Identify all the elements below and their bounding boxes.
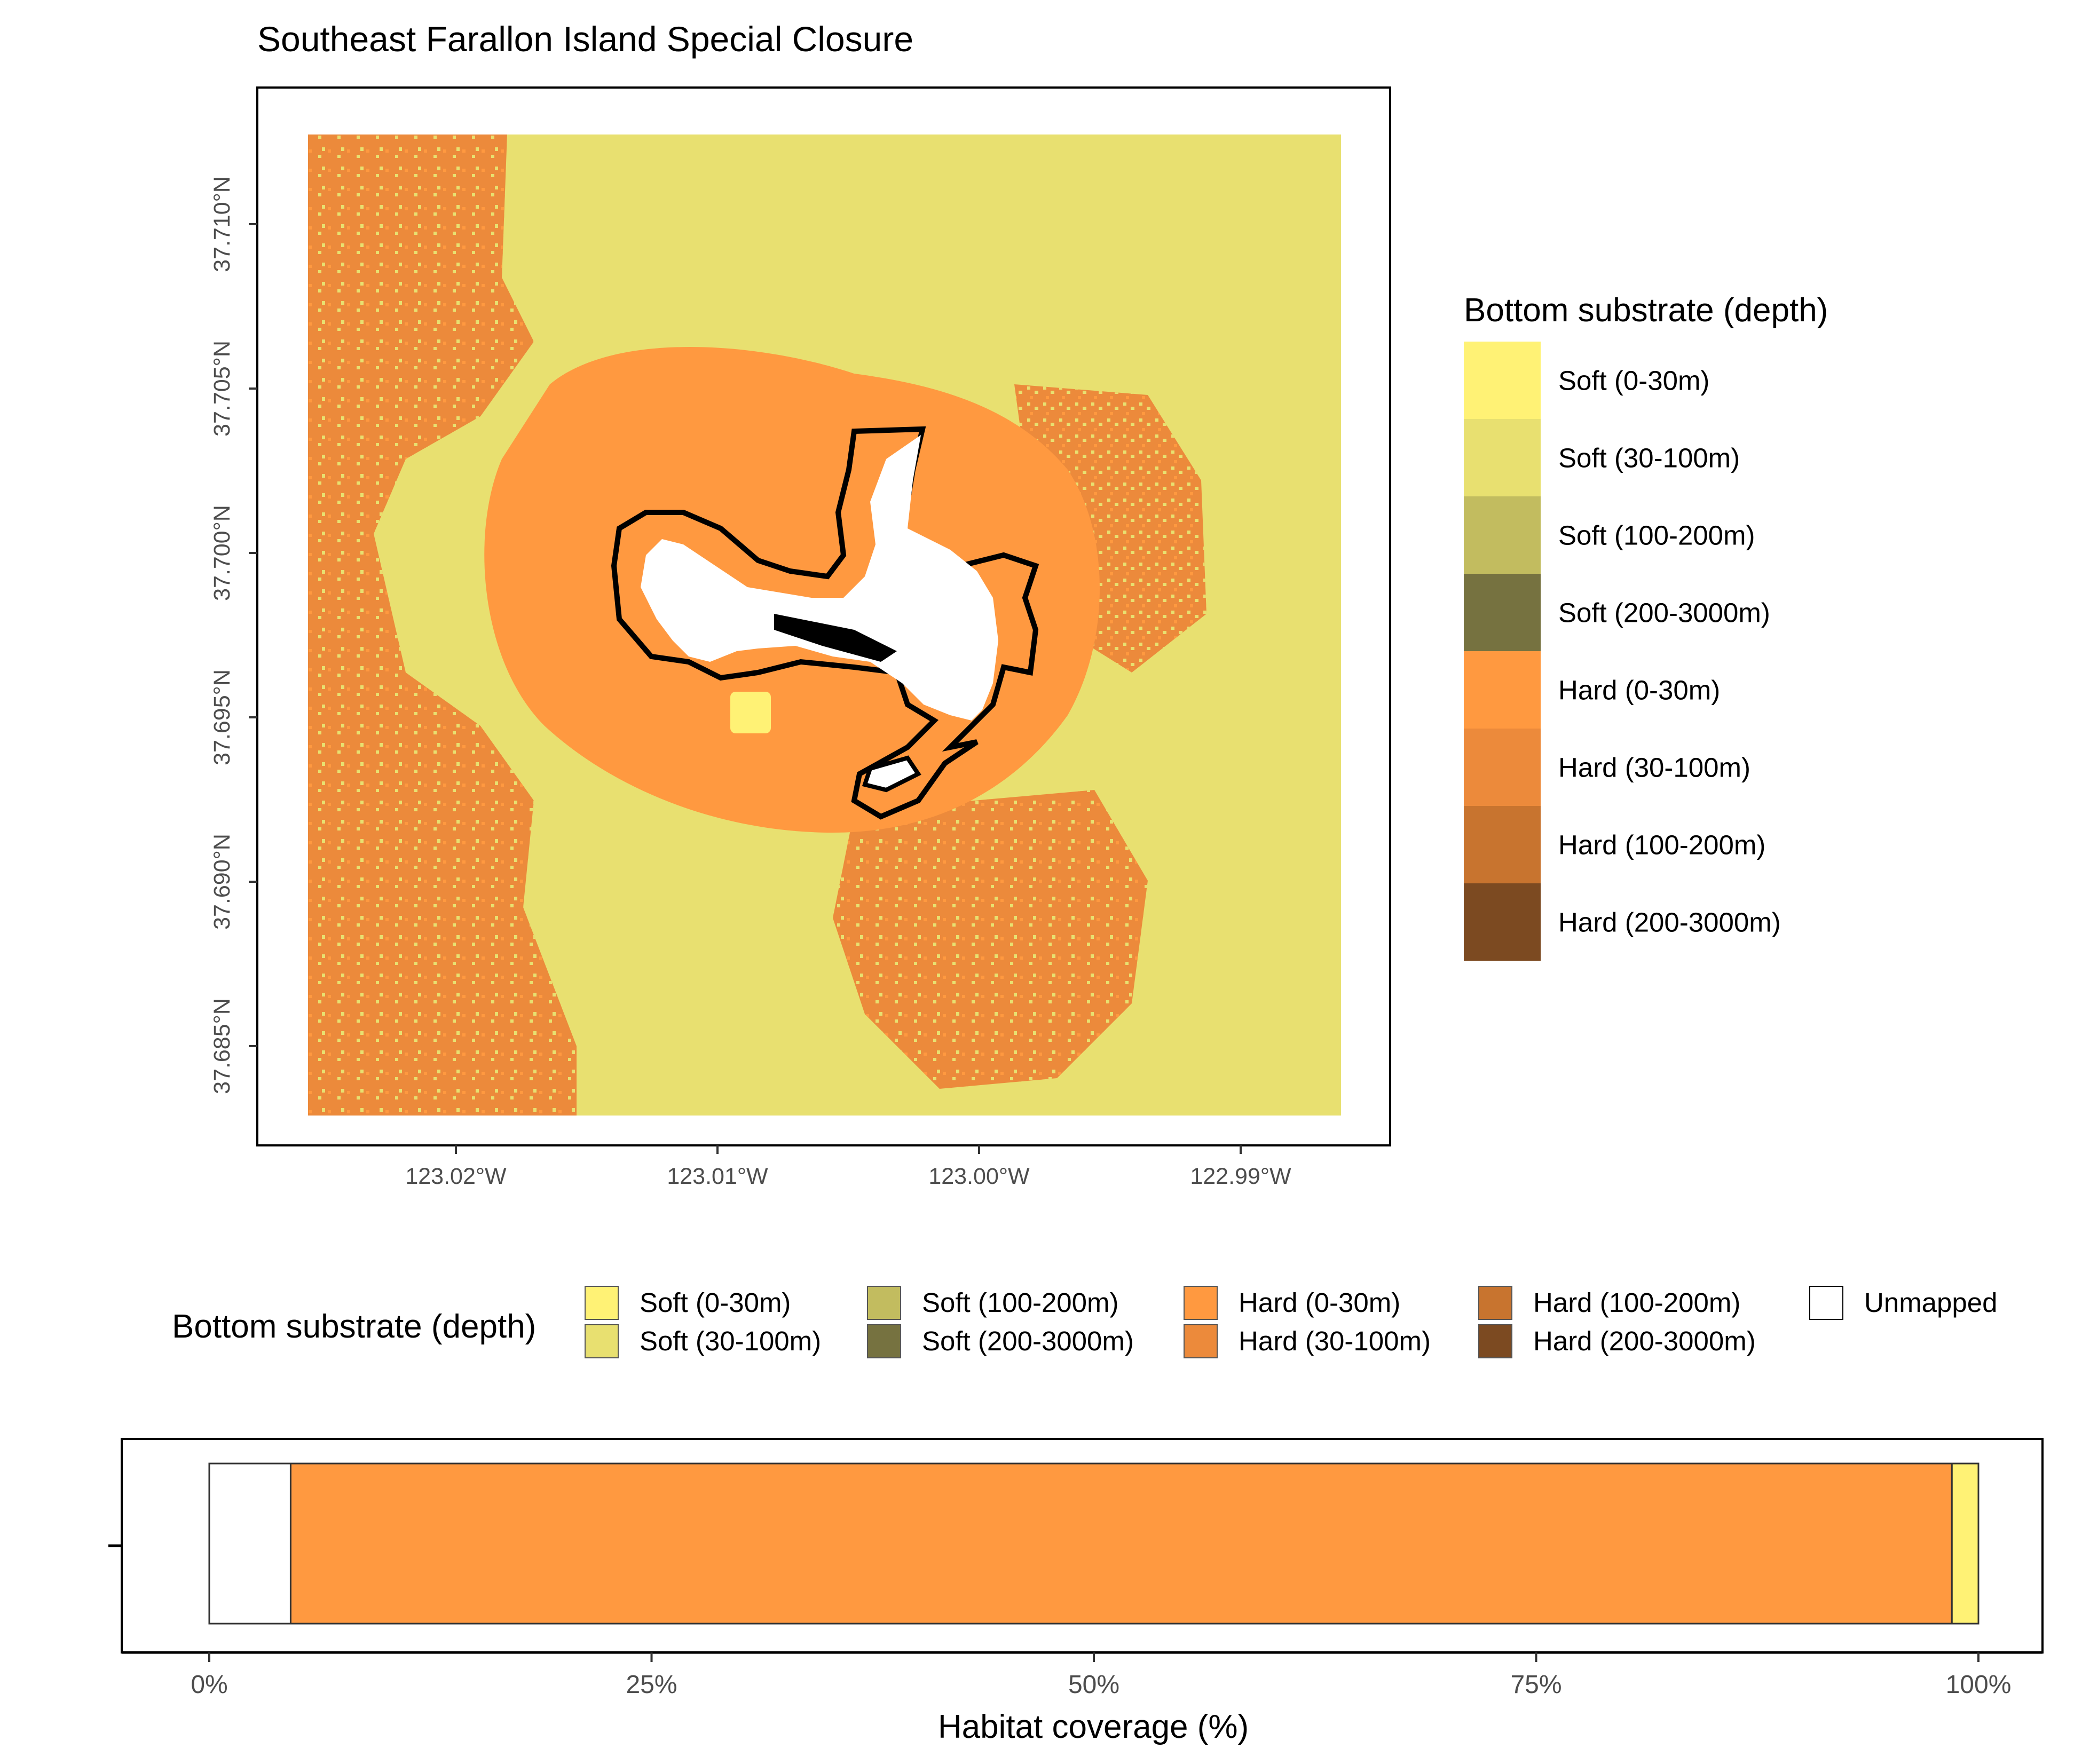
x-tick-label: 123.01°W bbox=[667, 1164, 768, 1189]
closure-area bbox=[611, 426, 1039, 820]
y-tick-label: 37.705°N bbox=[209, 341, 235, 437]
bar-segment bbox=[289, 1462, 1953, 1625]
bar-segment bbox=[1951, 1462, 1980, 1625]
bar-legend-swatch bbox=[867, 1286, 901, 1320]
bar-legend-swatch bbox=[1184, 1286, 1218, 1320]
bar-legend-label: Soft (30-100m) bbox=[640, 1326, 821, 1356]
islet-south bbox=[862, 755, 921, 793]
bar-legend-swatch bbox=[585, 1324, 619, 1358]
x-tick-label: 123.02°W bbox=[405, 1164, 507, 1189]
map-legend-swatch bbox=[1464, 574, 1541, 651]
map-legend-title: Bottom substrate (depth) bbox=[1464, 292, 1828, 329]
map-legend-swatch bbox=[1464, 729, 1541, 806]
bar-legend-label: Soft (0-30m) bbox=[640, 1287, 791, 1318]
raster-texture-west bbox=[308, 135, 577, 1116]
map-legend-items: Soft (0-30m) Soft (30-100m) Soft (100-200m… bbox=[1464, 342, 1781, 961]
map-panel: 37.710°N 37.705°N 37.700°N 37.695°N 37.6… bbox=[209, 86, 1391, 1189]
coverage-bar-chart: 0% 25% 50% 75% 100% Habitat coverage (%) bbox=[108, 1438, 2044, 1745]
bar-x-tick-label: 100% bbox=[1946, 1671, 2012, 1699]
y-tick-label: 37.710°N bbox=[209, 176, 235, 272]
raster-soft-shallow-patch bbox=[730, 692, 771, 733]
raster-texture-south bbox=[833, 790, 1148, 1089]
bar-x-tick-label: 25% bbox=[626, 1671, 677, 1699]
bar-legend: Bottom substrate (depth) Soft (0-30m)Sof… bbox=[172, 1286, 1998, 1358]
bar-legend-items: Soft (0-30m) Soft (30-100m) Soft (100-200m… bbox=[585, 1286, 1998, 1358]
bar-x-axis: 0% 25% 50% 75% 100% bbox=[122, 1651, 2042, 1699]
bar-x-tick-label: 75% bbox=[1510, 1671, 1562, 1699]
x-tick-label: 123.00°W bbox=[928, 1164, 1030, 1189]
map-x-axis: 123.02°W 123.01°W 123.00°W 122.99°W bbox=[257, 1144, 1390, 1189]
map-legend-label: Hard (200-3000m) bbox=[1558, 907, 1781, 938]
y-tick-label: 37.690°N bbox=[209, 834, 235, 930]
map-legend-swatch bbox=[1464, 883, 1541, 961]
map-legend-label: Soft (100-200m) bbox=[1558, 520, 1755, 551]
bar-legend-swatch bbox=[1809, 1286, 1843, 1320]
map-legend-label: Soft (200-3000m) bbox=[1558, 598, 1770, 628]
bar-legend-label: Hard (100-200m) bbox=[1533, 1287, 1740, 1318]
bar-legend-label: Soft (200-3000m) bbox=[922, 1326, 1134, 1356]
bar-legend-swatch bbox=[1478, 1324, 1512, 1358]
bar-segments bbox=[208, 1462, 1980, 1625]
y-tick-label: 37.695°N bbox=[209, 669, 235, 765]
island-channel-line bbox=[774, 614, 897, 662]
map-legend-label: Hard (100-200m) bbox=[1558, 830, 1765, 860]
bar-segment bbox=[208, 1462, 291, 1625]
bar-legend-swatch bbox=[1184, 1324, 1218, 1358]
bar-legend-label: Unmapped bbox=[1864, 1287, 1998, 1318]
map-legend-swatch bbox=[1464, 496, 1541, 574]
map-legend: Bottom substrate (depth) Soft (0-30m)Sof… bbox=[1464, 292, 1828, 961]
y-tick-label: 37.700°N bbox=[209, 505, 235, 601]
bar-x-tick-label: 0% bbox=[191, 1671, 227, 1699]
bar-legend-swatch bbox=[867, 1324, 901, 1358]
bar-x-tick-label: 50% bbox=[1068, 1671, 1119, 1699]
bar-legend-swatch bbox=[1478, 1286, 1512, 1320]
y-tick-label: 37.685°N bbox=[209, 998, 235, 1094]
island-unmapped-area bbox=[641, 435, 998, 721]
map-y-axis: 37.710°N 37.705°N 37.700°N 37.695°N 37.6… bbox=[209, 88, 258, 1145]
bar-legend-label: Hard (200-3000m) bbox=[1533, 1326, 1756, 1356]
map-legend-swatch bbox=[1464, 342, 1541, 419]
bar-legend-title: Bottom substrate (depth) bbox=[172, 1308, 536, 1345]
map-legend-swatch bbox=[1464, 806, 1541, 883]
map-title: Southeast Farallon Island Special Closur… bbox=[257, 19, 913, 59]
bar-legend-label: Hard (30-100m) bbox=[1239, 1326, 1431, 1356]
map-legend-label: Soft (0-30m) bbox=[1558, 366, 1709, 396]
bar-x-axis-title: Habitat coverage (%) bbox=[938, 1708, 1249, 1745]
bar-legend-label: Hard (0-30m) bbox=[1239, 1287, 1400, 1318]
map-legend-label: Hard (30-100m) bbox=[1558, 753, 1750, 783]
bar-legend-label: Soft (100-200m) bbox=[922, 1287, 1119, 1318]
map-legend-swatch bbox=[1464, 419, 1541, 496]
bar-legend-swatch bbox=[585, 1286, 619, 1320]
map-legend-label: Soft (30-100m) bbox=[1558, 443, 1740, 473]
map-legend-swatch bbox=[1464, 651, 1541, 729]
map-legend-label: Hard (0-30m) bbox=[1558, 675, 1720, 706]
x-tick-label: 122.99°W bbox=[1190, 1164, 1291, 1189]
